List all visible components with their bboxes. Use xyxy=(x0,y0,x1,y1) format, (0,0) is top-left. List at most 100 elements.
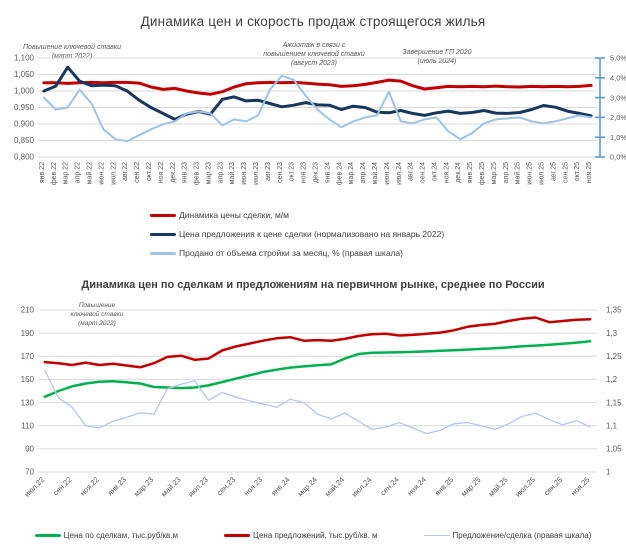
legend-label: Предложение/сделка (правая шкала) xyxy=(452,531,592,540)
series-line-2 xyxy=(44,369,591,435)
x-axis-tick-label: сен.22 xyxy=(134,162,141,183)
x-axis-tick-label: апр.25 xyxy=(503,162,510,183)
x-axis-tick-label: янв.23 xyxy=(106,475,128,497)
x-axis-tick-label: окт.24 xyxy=(431,162,438,181)
x-axis-tick-label: сен.23 xyxy=(277,162,284,183)
x-axis-tick-label: сен.25 xyxy=(542,475,564,497)
annotation-key-rate-hike-bottom: Повышение ключевой ставки (март 2022) xyxy=(38,301,156,328)
x-axis-tick-label: май.23 xyxy=(159,475,182,498)
legend-item-deal-price: Цена по сделкам, тыс.руб/кв.м xyxy=(34,531,179,540)
x-axis-tick-label: ноя.25 xyxy=(586,162,593,183)
x-axis-tick-label: ноя.23 xyxy=(301,162,308,183)
legend-item-sold-share: Продано от объема стройки за месяц, % (п… xyxy=(150,248,444,258)
x-axis-tick-label: июл.24 xyxy=(350,475,374,499)
x-axis-tick-label: мар.24 xyxy=(348,162,355,184)
x-axis-tick-label: ноя.24 xyxy=(405,475,427,497)
series-line-2 xyxy=(42,74,593,143)
red-line-swatch-icon xyxy=(224,534,251,537)
annotation-key-rate-hike-top: Повышение ключевой ставки (март 2022) xyxy=(2,43,142,61)
right-axis-tick-label: 1,3 xyxy=(606,329,618,338)
x-axis-tick-label: дек.24 xyxy=(455,162,462,183)
bottom-chart-legend: Цена по сделкам, тыс.руб/кв.м Цена предл… xyxy=(0,531,626,540)
right-axis-tick-label: 1,2 xyxy=(606,375,618,384)
x-axis-tick-label: янв.23 xyxy=(182,162,189,183)
x-axis-tick-label: июн.22 xyxy=(98,162,105,185)
legend-item-offer-deal-ratio: Предложение/сделка (правая шкала) xyxy=(423,531,592,540)
x-axis-tick-label: июл.22 xyxy=(110,162,117,185)
x-axis-tick-label: ноя.24 xyxy=(443,162,450,183)
x-axis-tick-label: авг.22 xyxy=(122,162,129,181)
x-axis-tick-label: авг.24 xyxy=(408,162,415,181)
annotation-line: повышением ключевой ставки xyxy=(263,51,365,58)
x-axis-tick-label: июл.22 xyxy=(23,475,47,499)
x-axis-tick-label: июл.25 xyxy=(513,475,537,499)
annotation-line: Ажиотаж в связи с xyxy=(282,42,346,49)
bottom-chart-plot: 210 190 170 150 130 110 90 70 1,35 1,3 1,25 1,2 1,15… xyxy=(21,306,622,499)
x-axis-tick-label: сен.25 xyxy=(562,162,569,183)
x-axis-tick-label: ноя.22 xyxy=(158,162,165,183)
left-axis-tick-label: 210 xyxy=(21,306,35,315)
x-axis-tick-label: янв.25 xyxy=(467,162,474,183)
x-axis-tick-label: мар.25 xyxy=(491,162,498,184)
right-axis-tick-label: 1,35 xyxy=(606,306,622,315)
periwinkle-line-swatch-icon xyxy=(423,534,450,537)
x-axis-tick-label: апр.22 xyxy=(75,162,82,183)
x-axis-tick-label: мар.24 xyxy=(296,475,319,498)
green-line-swatch-icon xyxy=(34,534,61,537)
top-chart-legend: Динамика цены сделки, м/м Цена предложен… xyxy=(150,210,444,258)
x-axis-tick-label: ноя.22 xyxy=(78,475,100,497)
x-axis-tick-label: сен.22 xyxy=(51,475,73,497)
x-axis-tick-label: июл.23 xyxy=(253,162,260,185)
x-axis-tick-label: фев.24 xyxy=(336,162,343,185)
x-axis-tick-label: мар.25 xyxy=(459,475,482,498)
left-axis-tick-label: 190 xyxy=(21,329,35,338)
x-axis-tick-label: май.25 xyxy=(486,475,509,498)
bottom-chart-title: Динамика цен по сделкам и предложениям н… xyxy=(81,279,545,291)
navy-line-swatch-icon xyxy=(150,232,176,236)
x-axis-tick-label: сен.23 xyxy=(215,475,237,497)
legend-item-offer-price: Цена предложений, тыс.руб/кв. м xyxy=(224,531,378,540)
x-axis-tick-label: июн.24 xyxy=(384,162,391,185)
legend-label: Цена по сделкам, тыс.руб/кв.м xyxy=(63,531,179,540)
x-axis-tick-label: мар.23 xyxy=(132,475,155,498)
x-axis-tick-label: янв.22 xyxy=(39,162,46,183)
right-axis-tick-label: 1,15 xyxy=(606,398,622,407)
x-axis-tick-label: май.22 xyxy=(86,162,94,184)
annotation-line: (август 2023) xyxy=(290,60,337,67)
right-axis-tick-label: 1 xyxy=(606,468,611,477)
x-axis-tick-label: июн.25 xyxy=(527,162,534,185)
series-line-0 xyxy=(42,78,593,96)
left-axis-tick-label: 150 xyxy=(21,375,35,384)
x-axis-tick-label: фев.23 xyxy=(194,162,201,185)
left-axis-tick-label: 70 xyxy=(25,468,34,477)
x-axis-tick-label: апр.23 xyxy=(217,162,224,183)
left-axis-tick-label: 90 xyxy=(25,445,34,454)
right-axis-tick-label: 1,25 xyxy=(606,352,622,361)
annotation-line: ключевой ставки xyxy=(70,311,124,318)
x-axis-tick-label: авг.23 xyxy=(265,162,272,181)
x-axis-tick-label: сен.24 xyxy=(378,475,400,497)
annotation-gp2020-end: Завершение ГП 2020 (июль 2024) xyxy=(368,48,506,66)
right-axis-tick-label: 1,1 xyxy=(606,421,618,430)
x-axis-tick-label: июл.23 xyxy=(186,475,210,499)
red-line-swatch-icon xyxy=(150,213,176,217)
x-axis-tick-label: апр.24 xyxy=(360,162,367,183)
legend-item-offer-to-deal-price: Цена предложения к цене сделки (нормализ… xyxy=(150,229,444,239)
legend-label: Продано от объема стройки за месяц, % (п… xyxy=(179,248,403,258)
left-axis-tick-label: 0,800 xyxy=(14,153,35,162)
legend-label: Цена предложения к цене сделки (нормализ… xyxy=(179,229,445,239)
right-axis-tick-label: 4,0% xyxy=(610,74,626,83)
series-line-0 xyxy=(43,339,592,399)
x-axis-tick-label: фев.22 xyxy=(51,162,58,185)
x-axis-tick-label: дек.22 xyxy=(170,162,177,183)
x-axis-tick-label: май.25 xyxy=(514,162,522,184)
left-axis-tick-label: 170 xyxy=(21,352,35,361)
annotation-line: Повышение ключевой ставки xyxy=(22,44,121,51)
right-axis-tick-label: 0,0% xyxy=(610,153,626,162)
annotation-line: (июль 2024) xyxy=(417,58,457,65)
annotation-line: (март 2022) xyxy=(51,53,93,60)
x-axis-tick-label: ноя.23 xyxy=(242,475,264,497)
x-axis-tick-label: мар.23 xyxy=(205,162,212,184)
left-axis-tick-label: 1,100 xyxy=(14,54,35,63)
